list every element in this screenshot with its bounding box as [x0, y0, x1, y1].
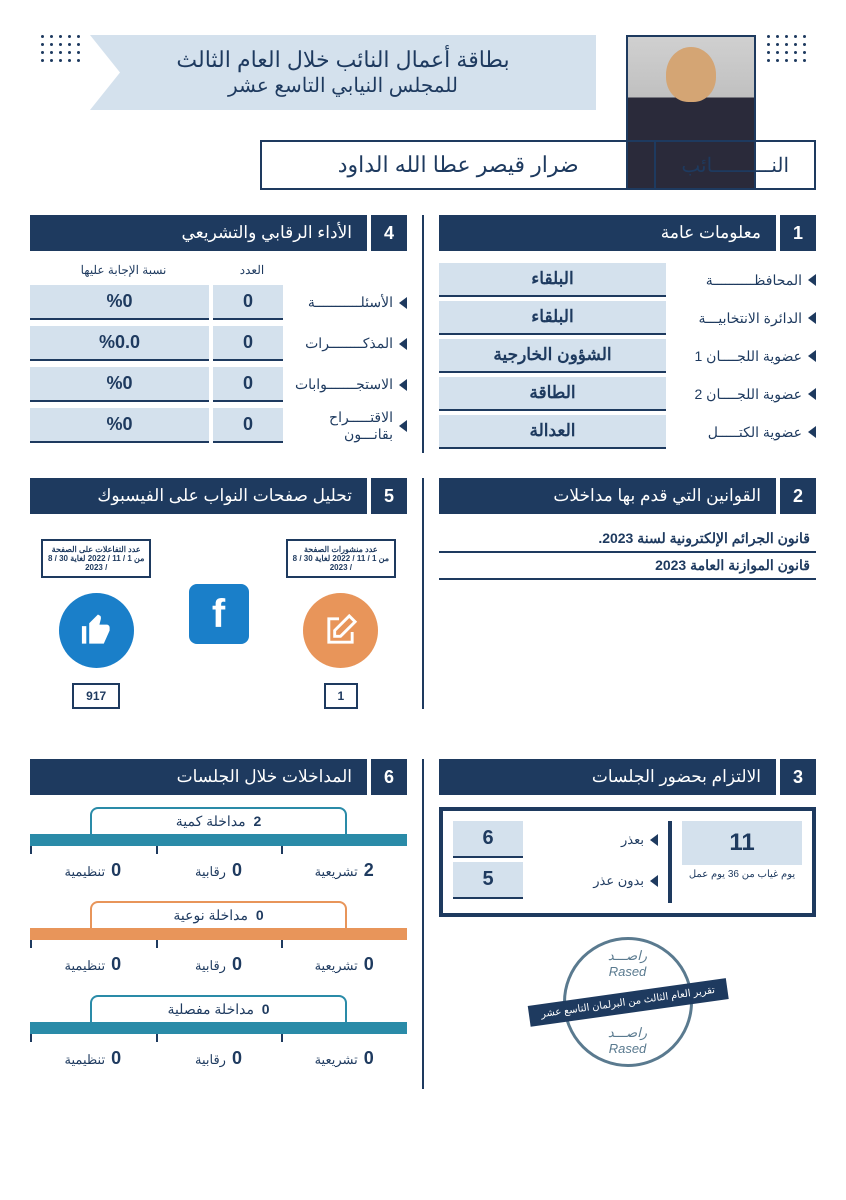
absence-total: 11 يوم غياب من 36 يوم عمل: [682, 821, 802, 903]
report-title: بطاقة أعمال النائب خلال العام الثالث للم…: [90, 35, 596, 110]
section-title: الأداء الرقابي والتشريعي: [30, 215, 367, 251]
section-number: 2: [780, 478, 816, 514]
section-attendance: 3 الالتزام بحضور الجلسات 11 يوم غياب من …: [439, 759, 816, 1089]
info-row: الدائرة الانتخابيـــة البلقاء: [439, 301, 816, 335]
section-number: 5: [371, 478, 407, 514]
like-icon: [59, 593, 134, 668]
dots-decoration-left: [40, 35, 80, 62]
info-row: عضوية اللجــــان 2 الطاقة: [439, 377, 816, 411]
section-title: تحليل صفحات النواب على الفيسبوك: [30, 478, 367, 514]
law-item: قانون الموازنة العامة 2023: [439, 553, 816, 580]
fb-interactions: عدد التفاعلات على الصفحة من 1 / 11 / 202…: [41, 539, 151, 709]
intervention-block: 0 مداخلة نوعية 0تشريعية0رقابية0تنظيمية: [30, 901, 407, 975]
perf-row: المذكــــــــرات 0 %0.0: [30, 326, 407, 361]
info-row: عضوية الكتـــــل العدالة: [439, 415, 816, 449]
fb-posts: عدد منشورات الصفحة من 1 / 11 / 2022 لغاي…: [286, 539, 396, 709]
col-pct: نسبة الإجابة عليها: [30, 263, 217, 277]
section-number: 4: [371, 215, 407, 251]
section-title: القوانين التي قدم بها مداخلات: [439, 478, 776, 514]
section-title: الالتزام بحضور الجلسات: [439, 759, 776, 795]
attend-row: بعذر 6: [453, 821, 658, 858]
mp-label: النــــــــــائب: [654, 142, 814, 188]
intervention-block: 2 مداخلة كمية 2تشريعية0رقابية0تنظيمية: [30, 807, 407, 881]
col-count: العدد: [217, 263, 287, 277]
section-number: 3: [780, 759, 816, 795]
section-general-info: 1 معلومات عامة المحافظــــــــــة البلقا…: [439, 215, 816, 453]
section-title: معلومات عامة: [439, 215, 776, 251]
mp-name-bar: النــــــــــائب ضرار قيصر عطا الله الدا…: [260, 140, 816, 190]
section-title: المداخلات خلال الجلسات: [30, 759, 367, 795]
facebook-icon: f: [174, 569, 264, 659]
info-row: عضوية اللجــــان 1 الشؤون الخارجية: [439, 339, 816, 373]
dots-decoration-right: [766, 35, 806, 62]
info-row: المحافظــــــــــة البلقاء: [439, 263, 816, 297]
section-laws: 2 القوانين التي قدم بها مداخلات قانون ال…: [439, 478, 816, 709]
section-number: 1: [780, 215, 816, 251]
section-facebook: 5 تحليل صفحات النواب على الفيسبوك عدد من…: [30, 478, 407, 709]
edit-icon: [303, 593, 378, 668]
mp-name: ضرار قيصر عطا الله الداود: [262, 152, 654, 178]
intervention-block: 0 مداخلة مفصلية 0تشريعية0رقابية0تنظيمية: [30, 995, 407, 1069]
section-performance: 4 الأداء الرقابي والتشريعي العدد نسبة ال…: [30, 215, 407, 453]
perf-row: الأسئلـــــــــــة 0 %0: [30, 285, 407, 320]
perf-row: الاستجـــــــوابات 0 %0: [30, 367, 407, 402]
law-item: قانون الجرائم الإلكترونية لسنة 2023.: [439, 526, 816, 553]
rased-stamp: راصـــد Rased راصـــد Rased تقرير العام …: [439, 937, 816, 1087]
attend-row: بدون عذر 5: [453, 862, 658, 899]
header: بطاقة أعمال النائب خلال العام الثالث للم…: [30, 20, 816, 200]
section-number: 6: [371, 759, 407, 795]
section-interventions: 6 المداخلات خلال الجلسات 2 مداخلة كمية 2…: [30, 759, 407, 1089]
perf-row: الاقتـــــراح بقانـــون 0 %0: [30, 408, 407, 443]
